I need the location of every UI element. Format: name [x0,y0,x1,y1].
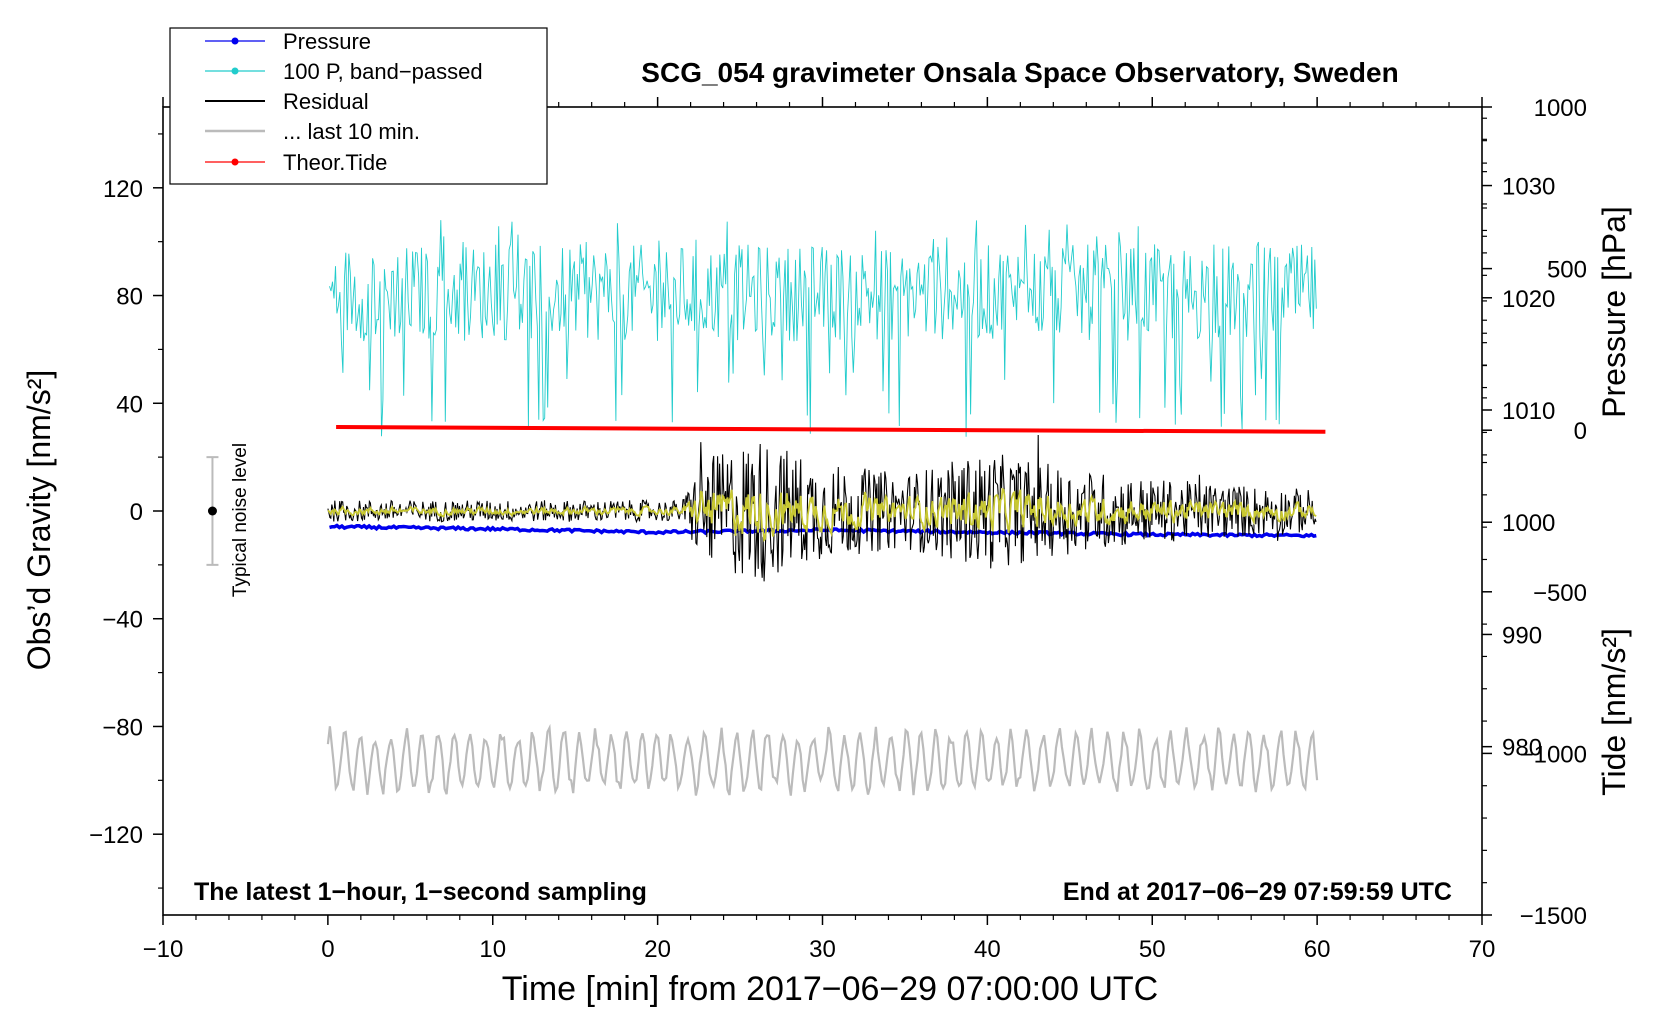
series-residual-smoothed [327,487,1317,542]
series-theor-tide [336,425,1326,434]
y-tick-label: 120 [103,176,143,203]
legend-label-residual: Residual [283,89,369,114]
pressure-tick-label: 1030 [1502,174,1555,201]
tide-tick-label: −1500 [1520,903,1587,930]
y-axis-label: Obs’d Gravity [nm/s²] [21,370,57,671]
x-tick-label: 10 [479,936,506,963]
tide-tick-label: 500 [1547,257,1587,284]
pressure-tick-label: 1020 [1502,286,1555,313]
annotation-end-time: End at 2017−06−29 07:59:59 UTC [1063,878,1452,906]
noise-label: Typical noise level [230,443,251,597]
y-tick-label: −120 [89,822,143,849]
legend-entry-tide: Theor.Tide [205,150,387,175]
series-last-10-min [326,723,1319,796]
y-tick-label: −80 [102,714,143,741]
legend-entry-residual: Residual [205,89,369,114]
tide-tick-label: 0 [1574,418,1587,445]
y-tick-label: −40 [102,607,143,634]
series-pressure [329,523,1317,539]
x-tick-label: 50 [1139,936,1166,963]
y-tick-label: 80 [116,284,143,311]
legend-entry-pressure: Pressure [205,29,371,54]
y-tick-label: 40 [116,391,143,418]
tide-tick-label: 1000 [1534,95,1587,122]
legend-label-pressure: Pressure [283,29,371,54]
series-layer [326,220,1326,796]
series-band-passed [329,220,1317,437]
x-tick-label: 70 [1469,936,1496,963]
legend-marker-bandpassed [231,67,239,75]
pressure-tick-label: 1010 [1502,398,1555,425]
legend-box [169,27,548,185]
series-residual [327,434,1317,582]
legend-marker-pressure [231,37,239,45]
x-tick-label: 30 [809,936,836,963]
pressure-tick-label: 990 [1502,622,1542,649]
axes-layer: −10 0 10 20 30 40 50 60 7012080400−40−80−1201030… [89,95,1587,963]
x-tick-label: 40 [974,936,1001,963]
y-tick-label: 0 [130,499,143,526]
legend-label-tide: Theor.Tide [283,150,387,175]
x-tick-label: 20 [644,936,671,963]
legend-label-bandpassed: 100 P, band−passed [283,59,483,84]
pressure-tick-label: 1000 [1502,510,1555,537]
x-tick-label: 60 [1304,936,1331,963]
chart-title: SCG_054 gravimeter Onsala Space Observat… [641,57,1398,88]
x-axis-label: Time [min] from 2017−06−29 07:00:00 UTC [502,970,1158,1008]
tide-axis-label: Tide [nm/s²] [1596,628,1632,796]
legend-label-last10: ... last 10 min. [283,119,420,144]
tide-tick-label: −1000 [1520,741,1587,768]
legend-marker-tide [231,158,239,166]
tide-tick-label: −500 [1533,580,1587,607]
pressure-axis-label: Pressure [hPa] [1596,206,1632,418]
legend-entry-last10: ... last 10 min. [205,119,420,144]
legend-entry-bandpassed: 100 P, band−passed [205,59,483,84]
x-tick-label: −10 [143,936,184,963]
noise-indicator [206,456,219,566]
noise-point [207,506,217,516]
annotation-sampling: The latest 1−hour, 1−second sampling [194,878,647,906]
x-tick-label: 0 [321,936,334,963]
pressure-tick-label: 980 [1502,735,1542,762]
legend: Pressure 100 P, band−passed Residual ...… [169,27,548,185]
